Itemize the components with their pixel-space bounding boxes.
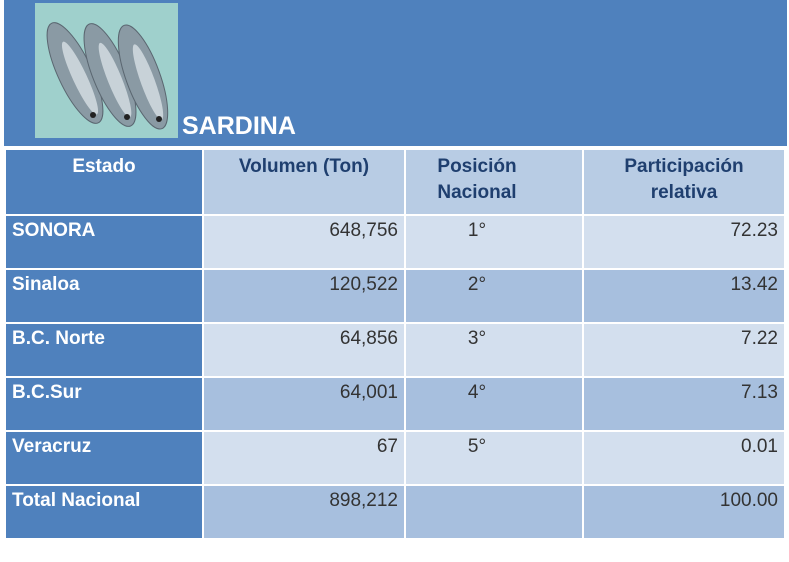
table-cell: 3° (406, 324, 582, 376)
table-cell: Veracruz (6, 432, 202, 484)
data-table: Estado Volumen (Ton) Posición Nacional Part… (4, 148, 786, 540)
table-cell: 648,756 (204, 216, 404, 268)
table-cell: Total Nacional (6, 486, 202, 538)
column-header: Estado (6, 150, 202, 214)
column-header: Posición Nacional (406, 150, 582, 214)
table-cell: B.C. Norte (6, 324, 202, 376)
title: SARDINA (182, 112, 296, 140)
table-row: B.C. Norte 64,856 3° 7.22 (6, 324, 784, 376)
table-cell: 2° (406, 270, 582, 322)
table-cell: 5° (406, 432, 582, 484)
table-cell: 100.00 (584, 486, 784, 538)
table-cell: 64,856 (204, 324, 404, 376)
table-cell (406, 486, 582, 538)
column-header: Participación relativa (584, 150, 784, 214)
header-row: Estado Volumen (Ton) Posición Nacional Part… (6, 150, 784, 214)
table-row: Total Nacional 898,212 100.00 (6, 486, 784, 538)
table-cell: 4° (406, 378, 582, 430)
table-cell: SONORA (6, 216, 202, 268)
table-cell: Sinaloa (6, 270, 202, 322)
column-header: Volumen (Ton) (204, 150, 404, 214)
table-cell: 120,522 (204, 270, 404, 322)
table-cell: 898,212 (204, 486, 404, 538)
table-row: B.C.Sur 64,001 4° 7.13 (6, 378, 784, 430)
table-cell: 7.22 (584, 324, 784, 376)
table-row: Sinaloa 120,522 2° 13.42 (6, 270, 784, 322)
table-row: Veracruz 67 5° 0.01 (6, 432, 784, 484)
table-cell: 1° (406, 216, 582, 268)
table-cell: 64,001 (204, 378, 404, 430)
table-cell: 72.23 (584, 216, 784, 268)
table-row: SONORA 648,756 1° 72.23 (6, 216, 784, 268)
table-cell: 13.42 (584, 270, 784, 322)
table-cell: 7.13 (584, 378, 784, 430)
table-cell: 0.01 (584, 432, 784, 484)
fish-image (35, 3, 178, 138)
table-cell: B.C.Sur (6, 378, 202, 430)
table-cell: 67 (204, 432, 404, 484)
